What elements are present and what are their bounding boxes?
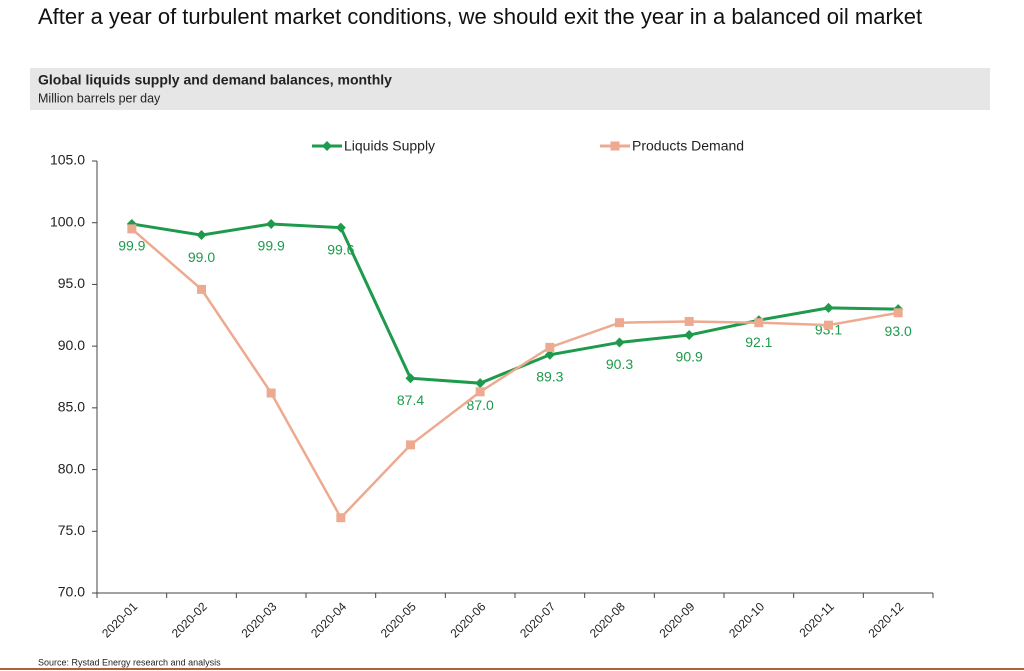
data-label: 90.9 bbox=[676, 349, 703, 365]
data-label: 92.1 bbox=[745, 334, 772, 350]
point bbox=[475, 387, 485, 397]
x-tick-label: 2020-01 bbox=[99, 599, 140, 640]
point bbox=[754, 318, 764, 328]
data-label: 93.0 bbox=[885, 323, 912, 339]
x-tick-label: 2020-03 bbox=[238, 599, 279, 640]
x-tick-label: 2020-07 bbox=[517, 599, 558, 640]
data-label: 87.0 bbox=[467, 397, 494, 413]
x-tick-label: 2020-12 bbox=[865, 599, 906, 640]
x-tick-label: 2020-09 bbox=[656, 599, 697, 640]
x-tick-label: 2020-04 bbox=[308, 599, 349, 640]
x-tick-label: 2020-10 bbox=[726, 599, 767, 640]
x-tick-label: 2020-11 bbox=[796, 599, 837, 640]
point bbox=[266, 388, 276, 398]
point bbox=[405, 373, 416, 384]
point bbox=[684, 330, 695, 341]
chart-subtitle: Million barrels per day bbox=[38, 91, 161, 105]
y-tick-label: 95.0 bbox=[58, 275, 85, 291]
data-label: 99.9 bbox=[258, 238, 285, 254]
series-line bbox=[131, 222, 899, 385]
y-tick-label: 90.0 bbox=[58, 337, 85, 353]
point bbox=[615, 318, 624, 328]
y-tick-label: 70.0 bbox=[58, 584, 85, 600]
point bbox=[893, 308, 903, 318]
x-tick-label: 2020-08 bbox=[587, 599, 628, 640]
legend-marker bbox=[610, 141, 620, 151]
point bbox=[544, 349, 555, 360]
header-band bbox=[30, 68, 990, 110]
data-label: 99.6 bbox=[327, 241, 354, 257]
x-tick-label: 2020-05 bbox=[378, 599, 419, 640]
y-tick-label: 100.0 bbox=[50, 213, 85, 229]
point bbox=[196, 230, 207, 241]
data-label: 87.4 bbox=[397, 392, 424, 408]
chart-title: Global liquids supply and demand balance… bbox=[38, 72, 392, 88]
point bbox=[197, 284, 206, 294]
legend-marker bbox=[322, 141, 332, 151]
point bbox=[266, 218, 277, 229]
point bbox=[335, 222, 346, 233]
point bbox=[684, 316, 694, 326]
y-tick-label: 80.0 bbox=[58, 460, 85, 476]
point bbox=[336, 513, 346, 523]
point bbox=[823, 302, 834, 313]
legend-label: Liquids Supply bbox=[344, 138, 435, 154]
point bbox=[614, 337, 625, 348]
y-tick-label: 85.0 bbox=[58, 399, 85, 415]
data-label: 89.3 bbox=[536, 368, 563, 384]
x-tick-label: 2020-02 bbox=[169, 599, 210, 640]
y-tick-label: 105.0 bbox=[50, 152, 85, 168]
data-label: 90.3 bbox=[606, 356, 633, 372]
data-label: 99.0 bbox=[188, 249, 215, 265]
point bbox=[127, 224, 137, 234]
series-line bbox=[131, 227, 899, 520]
point bbox=[545, 342, 555, 352]
data-label: 99.9 bbox=[118, 238, 145, 254]
page-title: After a year of turbulent market conditi… bbox=[38, 4, 923, 29]
point bbox=[824, 320, 833, 330]
y-tick-label: 75.0 bbox=[58, 522, 85, 538]
x-tick-label: 2020-06 bbox=[447, 599, 488, 640]
source: Source: Rystad Energy research and analy… bbox=[38, 657, 221, 667]
point bbox=[475, 378, 486, 389]
legend-label: Products Demand bbox=[632, 138, 744, 154]
point bbox=[406, 440, 415, 450]
